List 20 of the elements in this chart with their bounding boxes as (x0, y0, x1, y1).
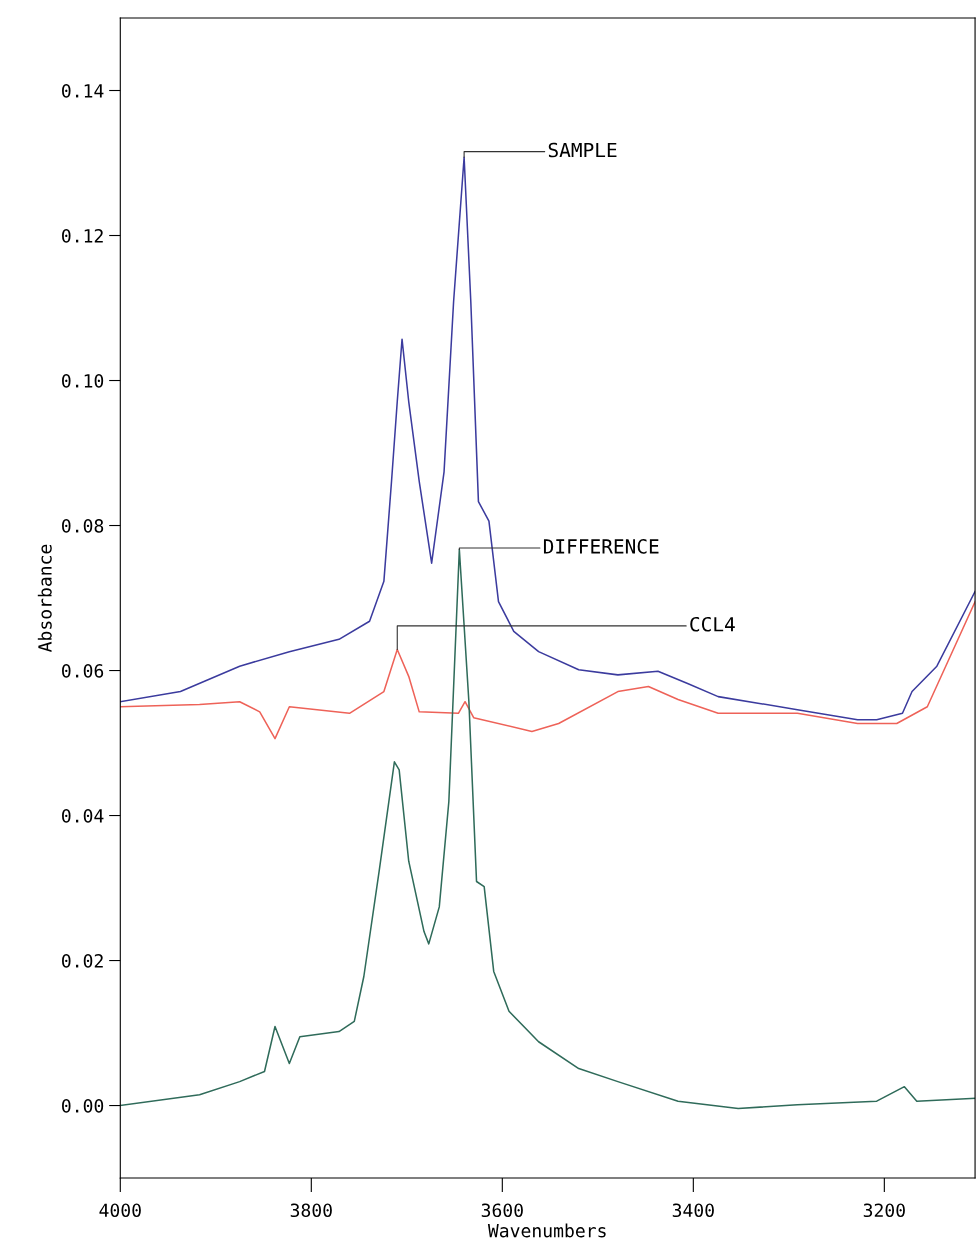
annotation: SAMPLE (548, 142, 617, 158)
x-tick-label: 3800 (290, 1203, 332, 1218)
annotation: CCL4 (690, 616, 735, 632)
x-tick-label: 3400 (672, 1203, 714, 1218)
line-series (120, 156, 976, 721)
y-tick-label: 0.14 (62, 84, 104, 98)
x-tick-label: 4000 (99, 1203, 141, 1218)
x-tick-label: 3200 (863, 1203, 905, 1218)
y-tick-label: 0.06 (62, 664, 104, 678)
y-tick-label: 0.00 (62, 1099, 104, 1113)
x-axis-title: Wavenumbers (487, 1223, 606, 1238)
y-tick-label: 0.12 (62, 229, 103, 243)
y-tick-label: 0.04 (62, 809, 104, 823)
y-tick-label: 0.08 (62, 519, 104, 533)
y-tick-label: 0.02 (62, 954, 103, 968)
y-tick-label: 0.10 (62, 374, 104, 388)
y-axis-title: Absorbance (37, 544, 52, 653)
annotation: DIFFERENCE (543, 539, 659, 554)
x-tick-label: 3600 (481, 1203, 523, 1218)
line-series (120, 600, 976, 740)
